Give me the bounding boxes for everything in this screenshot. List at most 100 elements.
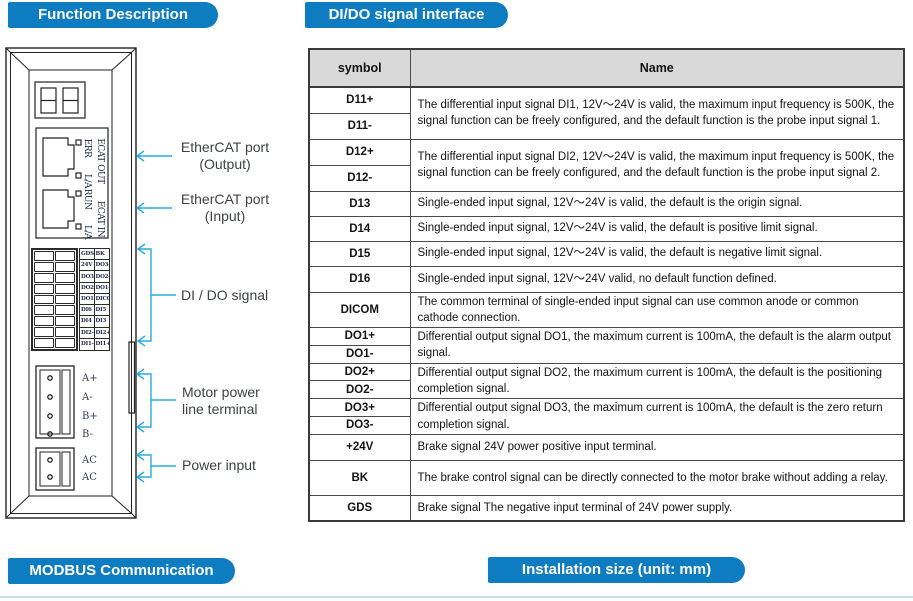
terminal-cell [55,327,75,338]
connector-pin-labels: A+ A- B+ B- AC AC [81,373,98,483]
description-cell: The brake control signal can be directly… [409,459,905,496]
io-terminal-label: DI1- [80,338,95,350]
side-rail [128,341,136,414]
arrow-ecat-out [135,150,172,162]
callout-lines [135,150,176,483]
led-la-out [75,172,82,179]
bracket-motor [135,368,176,433]
callout-power-input: Power input [182,457,256,474]
terminal-cell [34,316,54,327]
bracket-power [135,449,176,483]
symbol-cell: DO2- [308,380,411,400]
table-row: DO3+ Differential output signal DO3, the … [308,398,905,435]
table-row: D12- [308,164,904,192]
symbol-cell: D14 [308,215,411,242]
symbol-cell: D15 [308,240,411,267]
symbol-cell: DO2+ [308,362,411,382]
symbol-cell: D13 [308,190,411,217]
callout-line: (Input) [204,208,246,224]
description-cell: Single-ended input signal, 12V～24V is va… [409,190,905,217]
table-row: DO2- [308,380,904,400]
table-row: D11- [308,112,904,140]
symbol-cell: DO1+ [308,327,411,346]
led-run [75,190,82,197]
description-cell: Single-ended input signal, 12V～24V is va… [409,215,905,242]
terminal-cell [34,327,54,338]
io-terminal-label: DO1- [94,283,109,294]
label-err: ERR [82,139,92,158]
power-pin-ac-2: AC [81,472,97,483]
motor-pin-b-minus: B- [82,429,93,440]
description-cell: The differential input signal DI1, 12V～2… [409,86,905,140]
label-ecat-out: ECAT OUT [95,138,105,184]
dido-table-body: D11+ The differential input signal DI1, 1… [308,86,905,522]
dido-signal-table: symbol Name D11+ The differential input s… [308,48,905,523]
description-cell: The common terminal of single-ended inpu… [409,291,905,329]
table-row: D15 Single-ended input signal, 12V～24V is… [308,240,905,267]
header-symbol: symbol [308,48,411,88]
callout-line: Power input [182,457,256,473]
page-divider [0,596,913,598]
terminal-cell [34,338,54,348]
terminal-cell [55,294,75,305]
banner-function-description: Function Description [8,2,218,28]
header-name: Name [409,48,905,88]
seven-segment-display [34,81,86,119]
description-cell: Single-ended input signal, 12V～24V valid… [409,265,905,293]
description-cell: Differential output signal DO1, the maxi… [409,327,905,364]
io-terminal-label: DO2- [94,271,109,283]
callout-line: Motor power [182,384,260,400]
description-cell: The differential input signal DI2, 12V～2… [409,138,905,192]
symbol-cell: GDS [308,494,411,522]
table-row: D11+ The differential input signal DI1, 1… [308,86,905,140]
rj45-port-in [42,189,75,229]
terminal-cell [55,251,75,261]
arrow-ecat-in [135,202,172,214]
banner-installation-size: Installation size (unit: mm) [488,557,745,583]
symbol-cell: DO1- [308,344,411,364]
callout-line: EtherCAT port [180,139,270,155]
label-run: RUN [82,189,92,210]
label-la-out: L/A [82,174,92,189]
description-cell: Differential output signal DO3, the maxi… [409,398,905,435]
led-la-in [75,223,82,230]
label-la-in: L/A [82,225,92,240]
table-row: BK The brake control signal can be direct… [308,459,905,496]
table-row: D13 Single-ended input signal, 12V～24V is… [308,190,905,217]
io-terminal-label: DI2- [80,327,95,339]
callout-line: DI / DO signal [181,287,269,303]
callout-dido-signal: DI / DO signal [181,287,268,304]
io-terminal-label: DI5 [94,305,109,317]
power-connector [35,447,75,491]
terminal-cell [55,338,75,348]
table-row: +24V Brake signal 24V power positive inpu… [308,433,905,461]
io-terminal-label-grid: GDSBK24VDO3-DO3+DO2-DO2+DO1-DO1+DICOMDI6… [79,248,110,351]
motor-pin-a-plus: A+ [81,373,98,384]
symbol-cell: D11- [308,112,411,140]
terminal-cell [34,305,54,316]
banner-modbus-communication: MODBUS Communication [8,558,235,584]
table-row: D14 Single-ended input signal, 12V～24V is… [308,215,905,242]
terminal-cell [34,272,54,283]
led-err [75,139,82,146]
io-terminal-label: DI3 [94,316,109,328]
bracket-dido [136,243,176,347]
callout-ethercat-output: EtherCAT port (Output) [179,139,271,173]
symbol-cell: BK [308,459,411,496]
io-terminal-label: DO1+ [80,293,95,306]
terminal-cell [34,283,54,294]
terminal-cell [55,305,75,316]
table-row: DO1+ Differential output signal DO1, the … [308,327,905,364]
callout-line: EtherCAT port [180,191,270,207]
io-terminal-block [31,248,78,351]
terminal-cell [34,294,54,305]
callout-line: (Output) [199,156,251,172]
banner-dido-signal-interface: DI/DO signal interface [305,2,508,28]
io-terminal-label: 24V [80,260,95,272]
io-terminal-label: DO3- [94,260,109,272]
description-cell: Brake signal The negative input terminal… [409,494,905,522]
io-terminal-label: GDS [80,249,95,261]
io-terminal-label: BK [94,249,109,261]
motor-connector [35,365,75,439]
terminal-cell [55,316,75,327]
